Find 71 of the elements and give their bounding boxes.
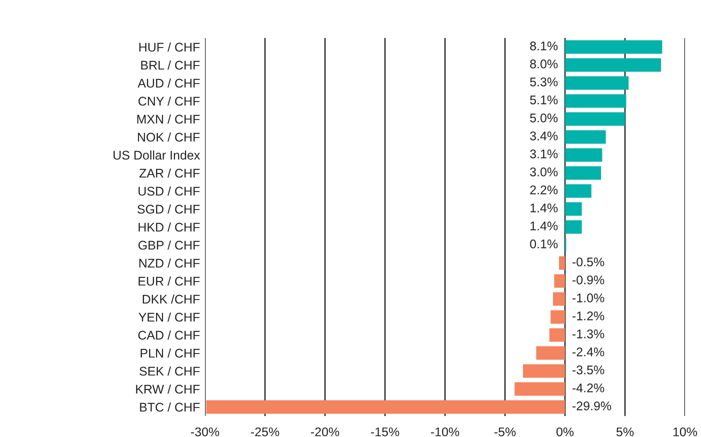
y-tick-label: BRL / CHF (141, 60, 200, 70)
data-label: 5.3% (530, 78, 558, 86)
data-label: 8.0% (530, 60, 558, 68)
data-label: 1.4% (530, 204, 558, 212)
y-tick-label: KRW / CHF (136, 384, 200, 394)
bar (559, 256, 565, 270)
data-label: 5.1% (530, 96, 558, 104)
bar (565, 202, 582, 216)
data-label: -1.3% (572, 330, 604, 338)
x-tick-label: -25% (250, 427, 280, 436)
y-tick-label: NZD / CHF (139, 258, 200, 268)
x-tick-label: -5% (494, 427, 516, 436)
bar (536, 346, 565, 360)
data-label: 3.4% (530, 132, 558, 140)
data-label: 3.1% (530, 150, 558, 158)
data-label: -3.5% (572, 366, 604, 374)
bar (565, 58, 661, 72)
x-tick-label: -20% (310, 427, 340, 436)
bar (549, 328, 565, 342)
x-tick-label: 5% (616, 427, 634, 436)
x-tick-label: -10% (430, 427, 460, 436)
y-tick-label: GBP / CHF (138, 240, 200, 250)
x-tick-label: 0% (556, 427, 574, 436)
data-label: 8.1% (530, 42, 558, 50)
data-label: -29.9% (572, 402, 612, 410)
y-tick-label: CNY / CHF (138, 96, 200, 106)
bar (565, 184, 592, 198)
y-tick-label: DKK /CHF (142, 294, 200, 304)
bar (565, 130, 606, 144)
data-label: 0.1% (530, 240, 558, 248)
bar (565, 112, 625, 126)
bar (206, 400, 565, 414)
y-tick-label: MXN / CHF (137, 114, 200, 124)
data-label: -4.2% (572, 384, 604, 392)
data-label: 5.0% (530, 114, 558, 122)
bar (565, 40, 662, 54)
y-tick-label: PLN / CHF (140, 348, 200, 358)
bar (550, 310, 565, 324)
y-tick-label: CAD / CHF (138, 330, 200, 340)
x-tick-label: -30% (190, 427, 220, 436)
data-label: -0.9% (572, 276, 604, 284)
x-tick-label: 10% (673, 427, 698, 436)
y-tick-label: USD / CHF (138, 186, 200, 196)
bar (565, 76, 629, 90)
y-tick-label: SEK / CHF (140, 366, 200, 376)
data-label: -1.2% (572, 312, 604, 320)
x-tick-label: -15% (370, 427, 400, 436)
bar (565, 166, 601, 180)
y-tick-label: BTC / CHF (140, 402, 200, 412)
y-tick-label: ZAR / CHF (139, 168, 200, 178)
bar (565, 94, 626, 108)
y-tick-label: HUF / CHF (139, 42, 200, 52)
data-label: -2.4% (572, 348, 604, 356)
data-label: 2.2% (530, 186, 558, 194)
bar (554, 274, 565, 288)
data-label: 3.0% (530, 168, 558, 176)
data-label: 1.4% (530, 222, 558, 230)
y-tick-label: EUR / CHF (138, 276, 200, 286)
bar (523, 364, 565, 378)
bar (565, 148, 602, 162)
data-label: -1.0% (572, 294, 604, 302)
y-tick-label: US Dollar Index (114, 150, 200, 160)
y-tick-label: SGD / CHF (138, 204, 200, 214)
y-tick-label: NOK / CHF (138, 132, 200, 142)
data-label: -0.5% (572, 258, 604, 266)
bar (553, 292, 565, 306)
bar (514, 382, 565, 396)
y-tick-label: YEN / CHF (138, 312, 200, 322)
y-tick-label: AUD / CHF (138, 78, 200, 88)
bar (565, 220, 582, 234)
y-tick-label: HKD / CHF (138, 222, 200, 232)
